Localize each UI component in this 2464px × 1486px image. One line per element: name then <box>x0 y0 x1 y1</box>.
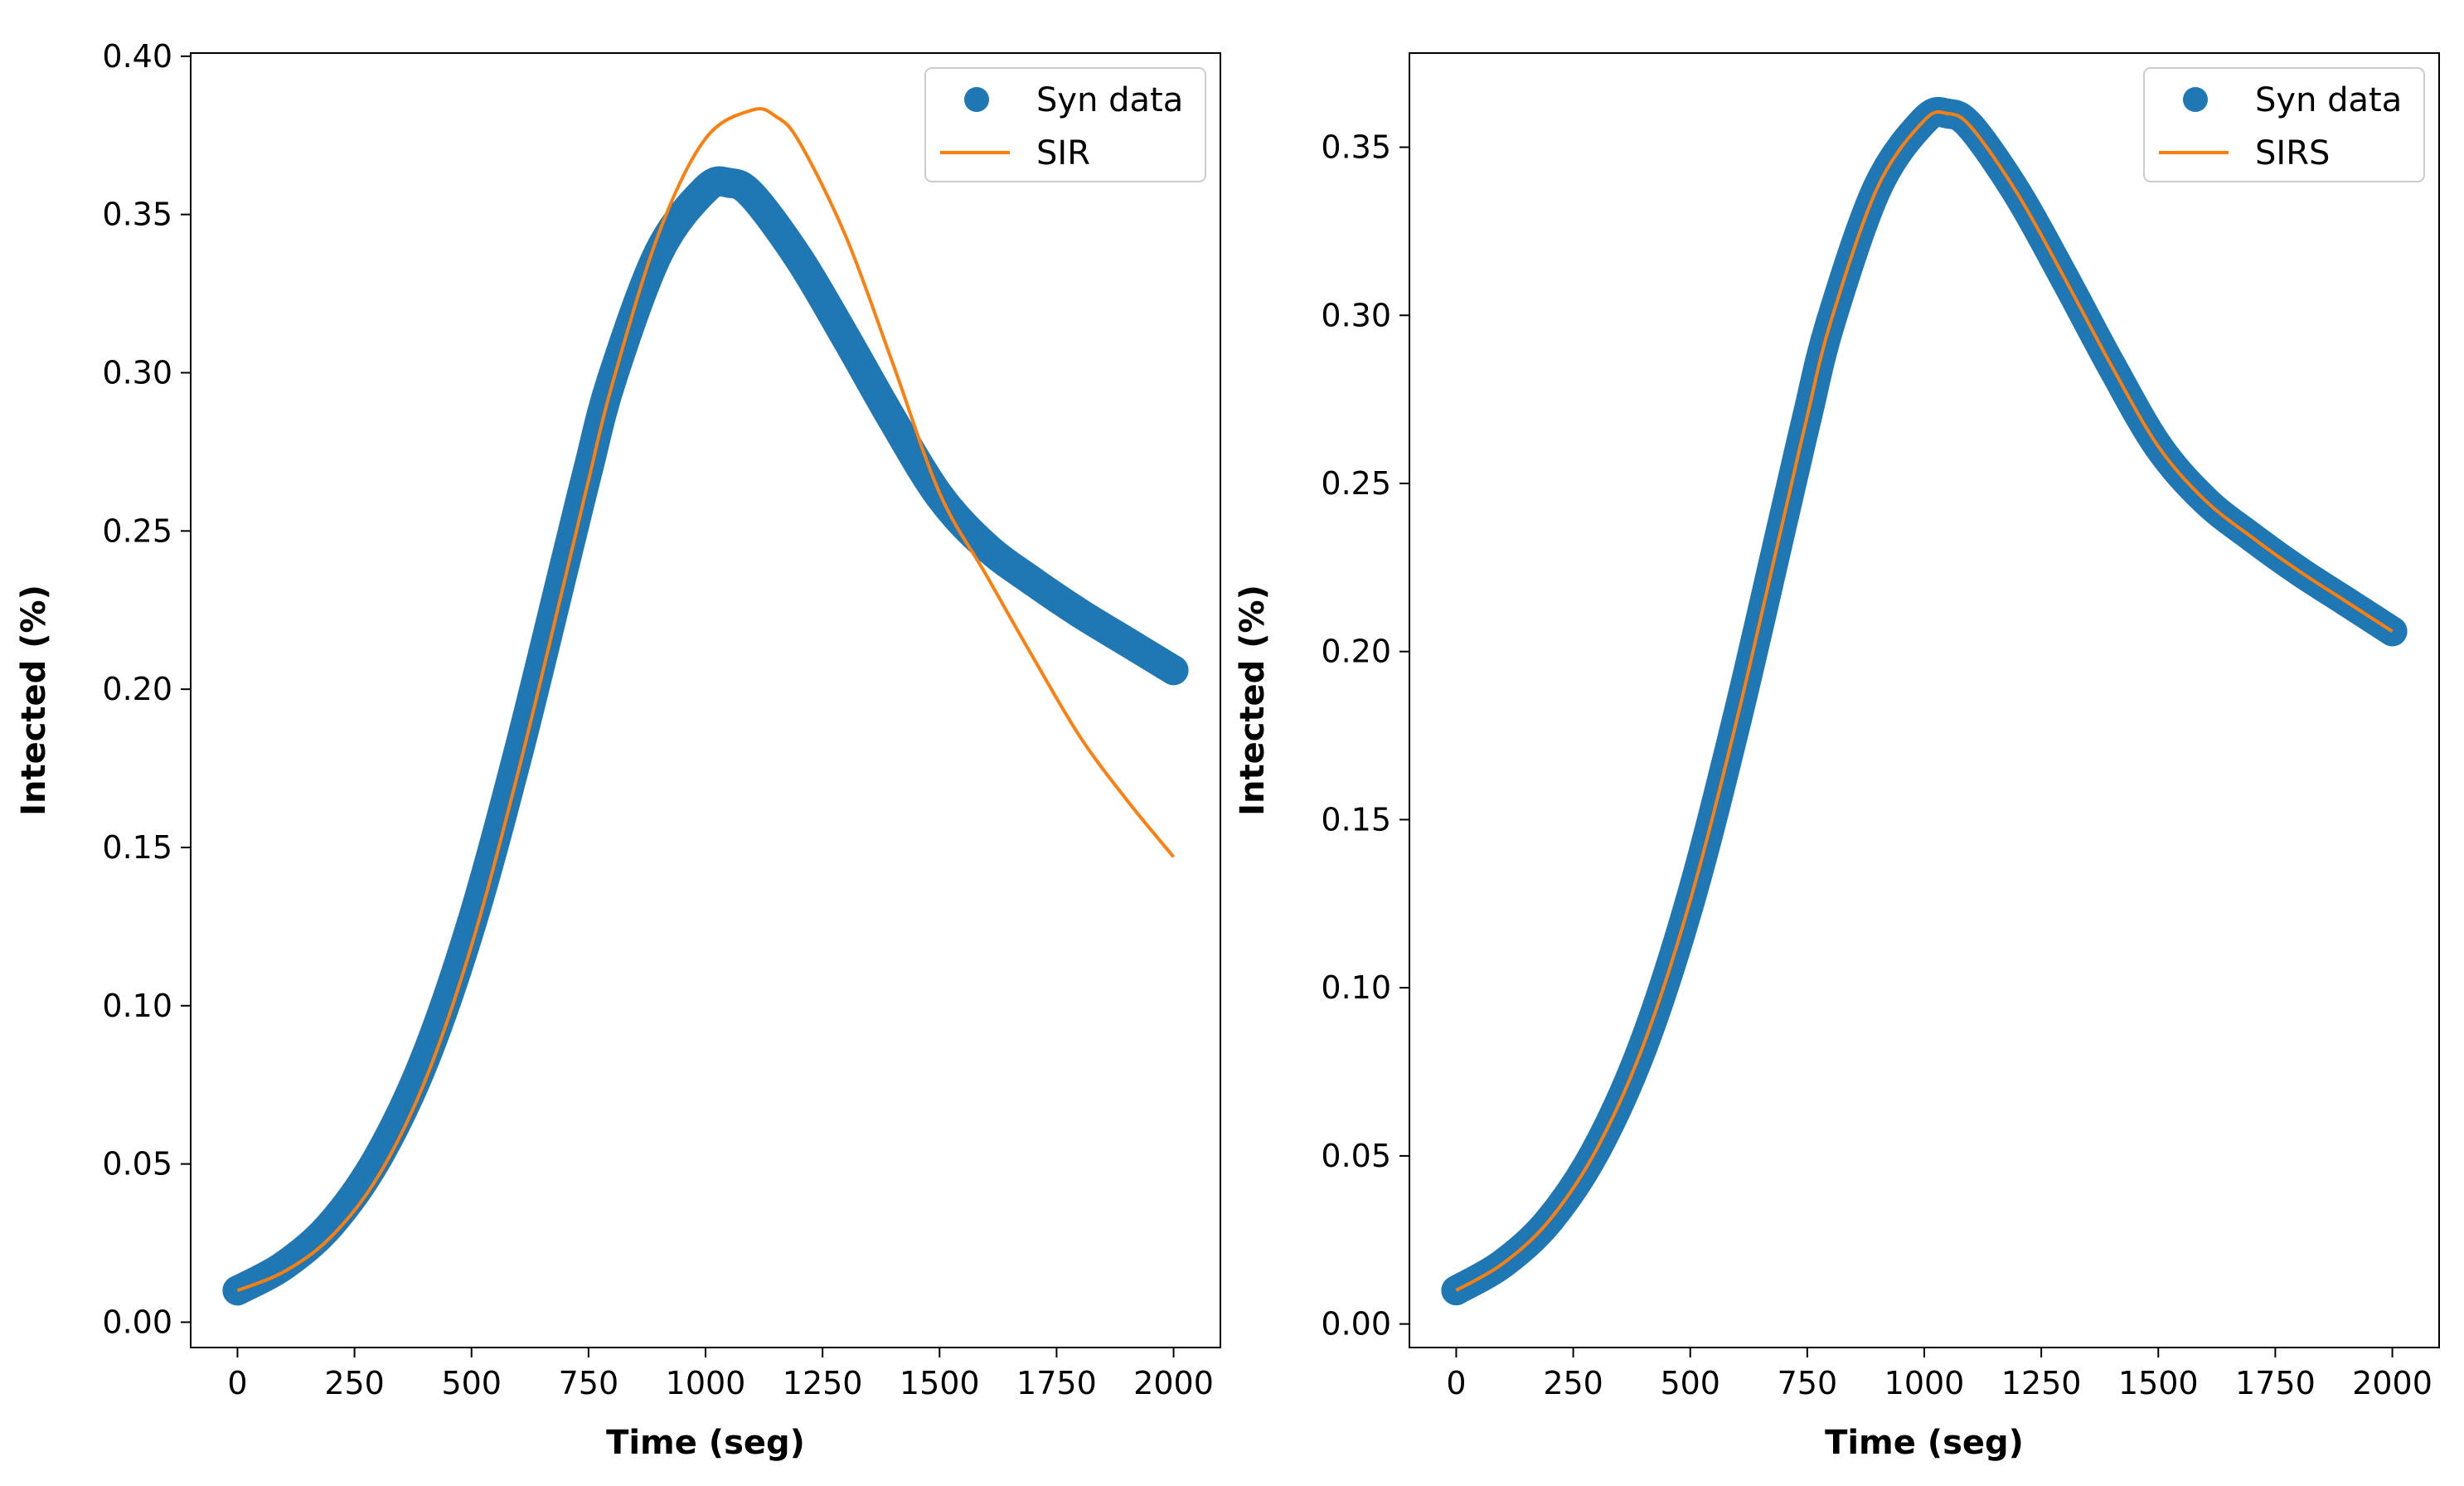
syn-data-point <box>737 180 768 211</box>
syn-data-point <box>691 174 720 205</box>
y-tick-label: 0.35 <box>102 197 172 233</box>
x-tick-label: 250 <box>1543 1365 1603 1401</box>
x-tick-label: 1000 <box>666 1365 746 1401</box>
x-tick-label: 2000 <box>2352 1365 2432 1401</box>
y-tick-label: 0.10 <box>1321 969 1391 1006</box>
x-tick-label: 1750 <box>2235 1365 2316 1401</box>
syn-data-point <box>643 237 674 268</box>
syn-data-point <box>573 452 604 483</box>
x-tick-label: 1750 <box>1016 1365 1097 1401</box>
x-tick-label: 0 <box>1446 1365 1466 1401</box>
y-tick-label: 0.05 <box>102 1146 172 1182</box>
x-tick-label: 0 <box>227 1365 247 1401</box>
syn-data-point <box>971 532 1002 562</box>
x-axis-label: Time (seg) <box>1825 1424 2024 1462</box>
legend-label: Syn data <box>2255 81 2402 119</box>
y-tick-label: 0.30 <box>1321 297 1391 333</box>
syn-data-point <box>316 1209 347 1240</box>
sirs-line <box>1455 109 2394 1292</box>
y-tick-label: 0.00 <box>1321 1306 1391 1343</box>
legend-marker-syn-data <box>964 87 989 112</box>
y-tick-label: 0.05 <box>1321 1138 1391 1174</box>
y-tick-label: 0.00 <box>102 1304 172 1340</box>
y-axis-label: Intected (%) <box>15 585 53 816</box>
legend-label: SIRS <box>2255 134 2330 172</box>
plot-area-frame <box>190 52 1221 1348</box>
x-tick-label: 1250 <box>783 1365 863 1401</box>
y-tick-label: 0.20 <box>102 671 172 707</box>
x-tick-label: 250 <box>324 1365 385 1401</box>
syn-data-point <box>597 364 628 395</box>
plot-area-frame <box>1409 52 2440 1348</box>
y-tick-label: 0.30 <box>102 354 172 391</box>
x-tick-label: 500 <box>441 1365 502 1401</box>
y-tick-label: 0.15 <box>102 829 172 866</box>
syn-data-point <box>269 1250 299 1280</box>
syn-data-point <box>1112 626 1142 657</box>
y-tick-label: 0.35 <box>1321 129 1391 166</box>
legend-marker-syn-data <box>2183 87 2208 112</box>
x-tick-label: 750 <box>559 1365 619 1401</box>
syn-data-point <box>1158 655 1189 686</box>
x-tick-label: 1000 <box>1884 1365 1965 1401</box>
syn-data-point <box>550 547 580 578</box>
y-tick-label: 0.40 <box>102 38 172 75</box>
syn-data-point <box>831 323 861 353</box>
x-tick-label: 500 <box>1660 1365 1720 1401</box>
y-tick-label: 0.15 <box>1321 801 1391 838</box>
x-tick-label: 1500 <box>2118 1365 2199 1401</box>
syn-data-point <box>877 405 908 435</box>
sir-line <box>236 107 1176 1293</box>
right-chart-panel: 0 250 500 750 1000 1250 1500 1750 2000 0.00 0.05 0.… <box>1234 52 2440 1462</box>
syn-data-point <box>410 1044 440 1075</box>
syn-data-point <box>714 168 745 198</box>
x-axis-label: Time (seg) <box>606 1424 805 1462</box>
syn-data-point <box>783 244 814 274</box>
x-tick-label: 1500 <box>900 1365 980 1401</box>
y-tick-label: 0.25 <box>1321 465 1391 502</box>
x-tick-label: 2000 <box>1133 1365 1214 1401</box>
left-chart-panel: 0 250 500 750 1000 1250 1500 1750 2000 0.00 0.05 0.… <box>15 38 1221 1462</box>
legend-label: SIR <box>1036 134 1090 172</box>
y-tick-label: 0.10 <box>102 988 172 1024</box>
syn-data-point <box>1065 598 1095 629</box>
syn-data-point <box>1018 566 1049 597</box>
y-tick-label: 0.20 <box>1321 634 1391 670</box>
x-tick-label: 1250 <box>2001 1365 2082 1401</box>
syn-data-point <box>503 737 534 768</box>
y-axis-label: Intected (%) <box>1234 585 1272 816</box>
legend-label: Syn data <box>1036 81 1183 119</box>
x-tick-label: 750 <box>1778 1365 1838 1401</box>
y-tick-label: 0.25 <box>102 512 172 549</box>
